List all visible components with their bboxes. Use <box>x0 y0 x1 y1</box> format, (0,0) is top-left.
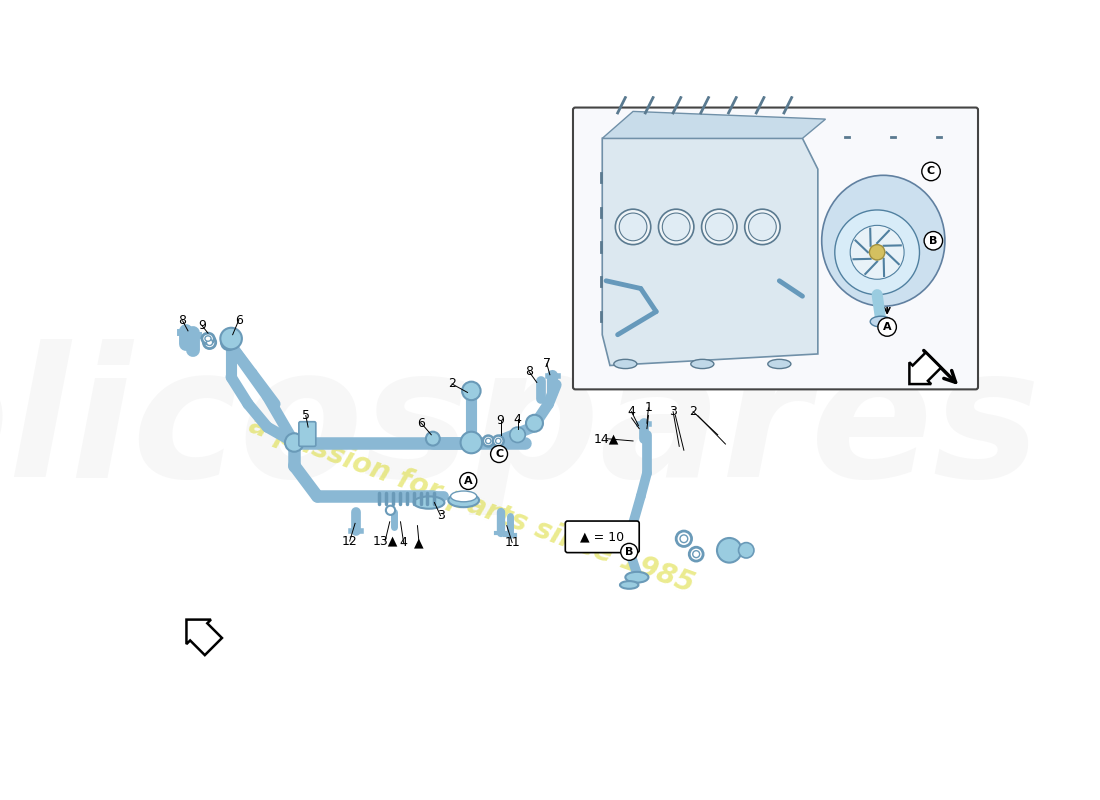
Ellipse shape <box>207 339 212 346</box>
Circle shape <box>717 538 741 562</box>
Text: B: B <box>625 547 634 557</box>
Circle shape <box>285 434 304 452</box>
Circle shape <box>620 543 638 560</box>
Circle shape <box>220 328 242 350</box>
Text: 4: 4 <box>628 405 636 418</box>
Text: 8: 8 <box>525 365 533 378</box>
Ellipse shape <box>386 506 395 515</box>
Text: 8: 8 <box>178 314 187 327</box>
Text: 5: 5 <box>301 409 310 422</box>
Circle shape <box>835 210 920 294</box>
Circle shape <box>878 318 896 336</box>
Ellipse shape <box>662 213 690 241</box>
Text: 1: 1 <box>645 402 652 414</box>
Text: A: A <box>883 322 891 332</box>
Text: 6: 6 <box>235 314 243 326</box>
Ellipse shape <box>702 209 737 245</box>
Polygon shape <box>603 111 825 138</box>
Ellipse shape <box>451 491 476 502</box>
Ellipse shape <box>205 336 211 342</box>
FancyBboxPatch shape <box>565 521 639 553</box>
Text: 4: 4 <box>399 536 407 549</box>
Text: 9: 9 <box>198 319 206 332</box>
Text: 9: 9 <box>497 414 505 427</box>
Text: C: C <box>927 166 935 177</box>
Text: C: C <box>495 449 503 459</box>
Text: 7: 7 <box>542 358 551 370</box>
Ellipse shape <box>705 213 733 241</box>
Polygon shape <box>603 138 818 366</box>
Ellipse shape <box>620 581 638 589</box>
Text: 13▲: 13▲ <box>373 534 398 547</box>
Ellipse shape <box>693 550 700 558</box>
FancyBboxPatch shape <box>299 422 316 446</box>
Polygon shape <box>186 619 222 655</box>
Ellipse shape <box>485 438 491 444</box>
Ellipse shape <box>822 175 945 306</box>
Text: a passion for parts since 1985: a passion for parts since 1985 <box>245 410 697 598</box>
Circle shape <box>491 446 507 462</box>
Ellipse shape <box>483 435 494 446</box>
Ellipse shape <box>449 494 480 507</box>
Ellipse shape <box>204 336 216 349</box>
Text: A: A <box>464 476 473 486</box>
Ellipse shape <box>626 572 649 582</box>
Text: B: B <box>930 236 937 246</box>
Ellipse shape <box>870 316 892 327</box>
Text: 2: 2 <box>448 378 456 390</box>
Circle shape <box>922 162 940 181</box>
Ellipse shape <box>493 435 504 446</box>
Polygon shape <box>910 353 940 384</box>
Ellipse shape <box>659 209 694 245</box>
Ellipse shape <box>426 432 440 446</box>
Circle shape <box>526 414 543 432</box>
Text: 3: 3 <box>669 405 676 418</box>
Ellipse shape <box>614 359 637 369</box>
Ellipse shape <box>414 496 444 509</box>
Circle shape <box>509 427 526 442</box>
Ellipse shape <box>691 359 714 369</box>
Circle shape <box>738 542 754 558</box>
Text: 6: 6 <box>417 417 426 430</box>
Circle shape <box>461 432 482 454</box>
Ellipse shape <box>619 213 647 241</box>
Circle shape <box>850 226 904 279</box>
Ellipse shape <box>221 334 236 350</box>
Ellipse shape <box>690 547 703 561</box>
Text: 11: 11 <box>504 536 520 549</box>
Ellipse shape <box>496 438 500 444</box>
Ellipse shape <box>745 209 780 245</box>
FancyBboxPatch shape <box>573 107 978 390</box>
Ellipse shape <box>680 535 688 542</box>
Ellipse shape <box>768 359 791 369</box>
Text: 14▲: 14▲ <box>593 432 619 445</box>
Text: ▲ = 10: ▲ = 10 <box>580 530 625 543</box>
Ellipse shape <box>615 209 651 245</box>
Text: 3: 3 <box>437 509 444 522</box>
Ellipse shape <box>748 213 777 241</box>
Circle shape <box>460 473 476 490</box>
Ellipse shape <box>202 333 215 344</box>
Text: ▲: ▲ <box>415 536 424 549</box>
Text: 12: 12 <box>342 534 358 547</box>
Circle shape <box>462 382 481 400</box>
Text: 4: 4 <box>514 413 521 426</box>
Circle shape <box>869 245 884 260</box>
Text: elicospares: elicospares <box>0 339 1041 515</box>
Text: 2: 2 <box>690 405 697 418</box>
Circle shape <box>924 231 943 250</box>
Ellipse shape <box>676 531 692 546</box>
